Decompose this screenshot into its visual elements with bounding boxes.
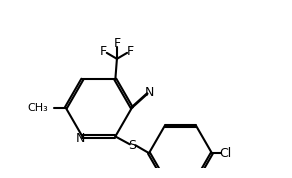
- Text: F: F: [127, 45, 134, 58]
- Text: N: N: [145, 86, 154, 99]
- Text: N: N: [76, 132, 86, 145]
- Text: S: S: [128, 139, 136, 152]
- Text: Cl: Cl: [219, 147, 232, 160]
- Text: F: F: [113, 37, 121, 50]
- Text: F: F: [100, 45, 107, 58]
- Text: CH₃: CH₃: [28, 103, 48, 113]
